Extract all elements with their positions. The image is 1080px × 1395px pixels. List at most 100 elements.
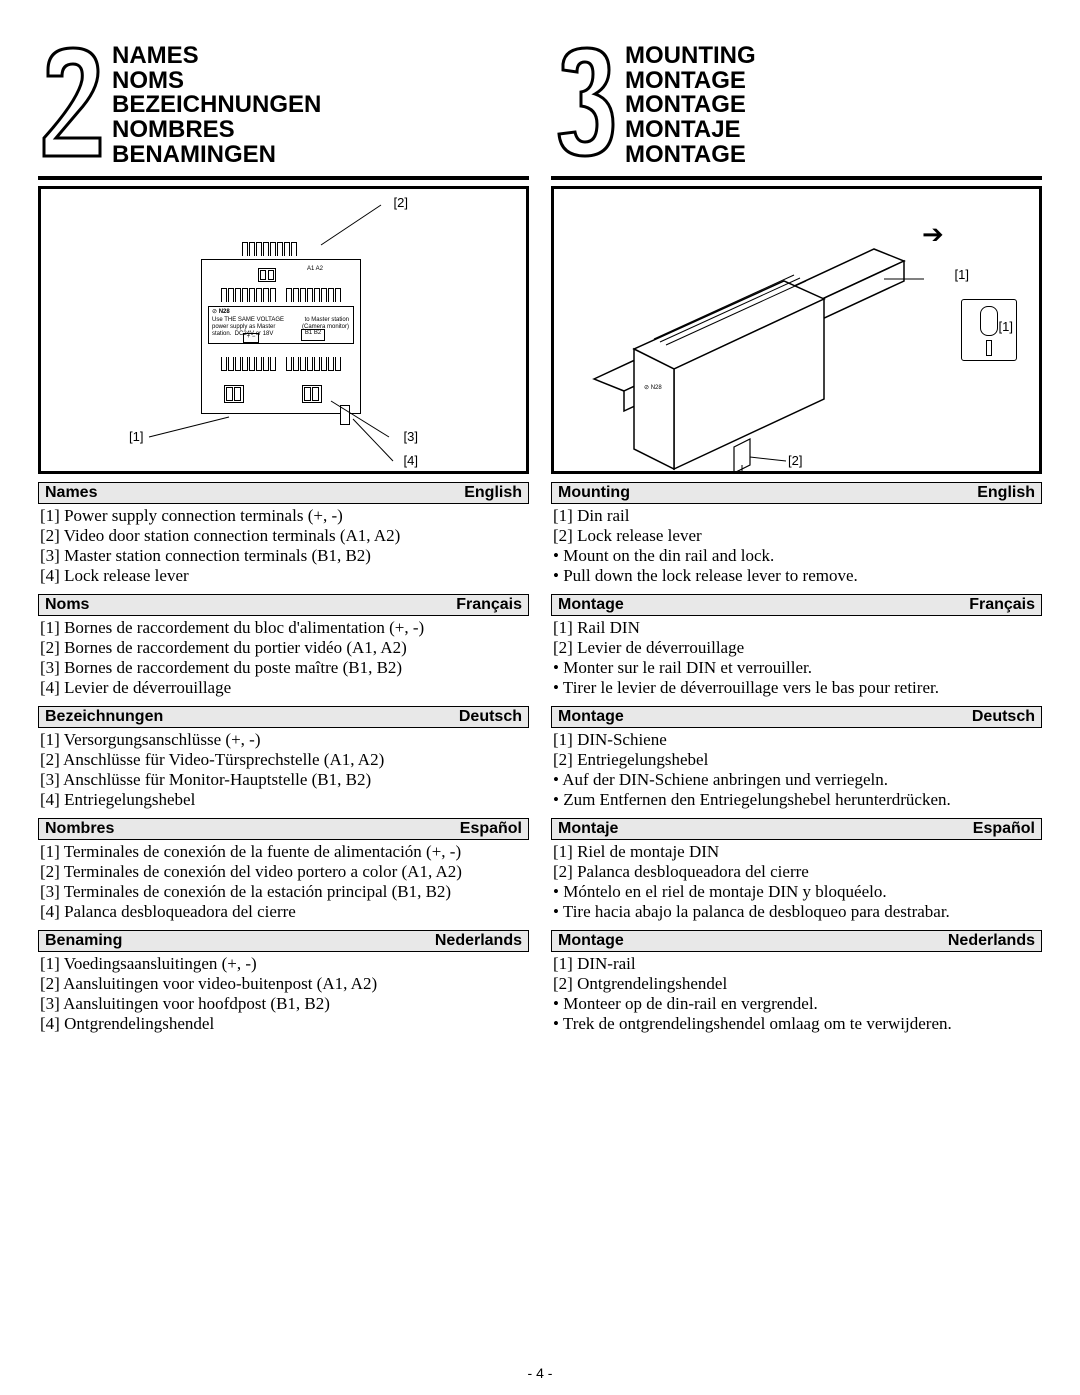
list-item: [4] Entriegelungshebel <box>40 790 527 810</box>
section-3-titles: MOUNTINGMONTAGEMONTAGEMONTAJEMONTAGE <box>625 40 756 168</box>
list-item: [2] Lock release lever <box>553 526 1040 546</box>
callout-4: [4] <box>404 453 418 468</box>
section-heading: Benaming <box>39 932 429 950</box>
section-title-line: MONTAGE <box>625 93 756 118</box>
section-language: Español <box>967 820 1041 838</box>
svg-text:⊘ N28: ⊘ N28 <box>644 385 662 391</box>
section-title-line: NOMBRES <box>112 118 321 143</box>
callout-1: [1] <box>129 429 143 444</box>
section-items: [1] DIN-Schiene[2] EntriegelungshebelAuf… <box>551 728 1042 810</box>
section-title-line: NAMES <box>112 44 321 69</box>
section-title-line: NOMS <box>112 69 321 94</box>
bullet-item: Tire hacia abajo la palanca de desbloque… <box>553 902 1040 922</box>
language-section-header: BezeichnungenDeutsch <box>38 706 529 728</box>
bullet-item: Móntelo en el riel de montaje DIN y bloq… <box>553 882 1040 902</box>
callout-2: [2] <box>394 195 408 210</box>
section-heading: Montage <box>552 708 966 726</box>
section-title-line: BEZEICHNUNGEN <box>112 93 321 118</box>
section-language: Nederlands <box>429 932 528 950</box>
section-language: Deutsch <box>966 708 1041 726</box>
section-heading: Names <box>39 484 458 502</box>
section-2: NAMESNOMSBEZEICHNUNGENNOMBRESBENAMINGEN … <box>38 40 529 1035</box>
section-items: [1] Riel de montaje DIN[2] Palanca desbl… <box>551 840 1042 922</box>
language-section-header: NamesEnglish <box>38 482 529 504</box>
language-section-header: MontageDeutsch <box>551 706 1042 728</box>
list-item: [1] Riel de montaje DIN <box>553 842 1040 862</box>
section-items: [1] Versorgungsanschlüsse (+, -)[2] Ansc… <box>38 728 529 810</box>
mounting-diagram: ⊘ N28 ➔ [1] [1] [2] <box>551 186 1042 474</box>
section-title-line: MONTAJE <box>625 118 756 143</box>
list-item: [2] Terminales de conexión del video por… <box>40 862 527 882</box>
bullet-item: Pull down the lock release lever to remo… <box>553 566 1040 586</box>
language-section-header: BenamingNederlands <box>38 930 529 952</box>
section-title-line: MONTAGE <box>625 69 756 94</box>
names-diagram: A1 A2 ⊘ N28 Use THE SAME VOLTAGEpower su… <box>38 186 529 474</box>
list-item: [3] Terminales de conexión de la estació… <box>40 882 527 902</box>
callout-3: [3] <box>404 429 418 444</box>
list-item: [4] Palanca desbloqueadora del cierre <box>40 902 527 922</box>
section-3: MOUNTINGMONTAGEMONTAGEMONTAJEMONTAGE <box>551 40 1042 1035</box>
section-items: [1] Voedingsaansluitingen (+, -)[2] Aans… <box>38 952 529 1034</box>
callout-1a: [1] <box>955 267 969 282</box>
language-section-header: NombresEspañol <box>38 818 529 840</box>
big-number-2-icon <box>38 40 108 160</box>
section-heading: Montage <box>552 596 963 614</box>
list-item: [4] Levier de déverrouillage <box>40 678 527 698</box>
list-item: [2] Bornes de raccordement du portier vi… <box>40 638 527 658</box>
section-items: [1] Rail DIN[2] Levier de déverrouillage… <box>551 616 1042 698</box>
list-item: [3] Master station connection terminals … <box>40 546 527 566</box>
list-item: [1] Din rail <box>553 506 1040 526</box>
callout-2: [2] <box>788 453 802 468</box>
big-number-3-icon <box>551 40 621 160</box>
language-section-header: MontajeEspañol <box>551 818 1042 840</box>
list-item: [1] Voedingsaansluitingen (+, -) <box>40 954 527 974</box>
section-language: Español <box>454 820 528 838</box>
section-items: [1] Bornes de raccordement du bloc d'ali… <box>38 616 529 698</box>
section-items: [1] Power supply connection terminals (+… <box>38 504 529 586</box>
list-item: [1] Power supply connection terminals (+… <box>40 506 527 526</box>
list-item: [1] Bornes de raccordement du bloc d'ali… <box>40 618 527 638</box>
list-item: [3] Aansluitingen voor hoofdpost (B1, B2… <box>40 994 527 1014</box>
list-item: [2] Entriegelungshebel <box>553 750 1040 770</box>
list-item: [4] Ontgrendelingshendel <box>40 1014 527 1034</box>
list-item: [1] Terminales de conexión de la fuente … <box>40 842 527 862</box>
list-item: [2] Video door station connection termin… <box>40 526 527 546</box>
bullet-item: Zum Entfernen den Entriegelungshebel her… <box>553 790 1040 810</box>
section-items: [1] DIN-rail[2] OntgrendelingshendelMont… <box>551 952 1042 1034</box>
section-3-header: MOUNTINGMONTAGEMONTAGEMONTAJEMONTAGE <box>551 40 1042 168</box>
arrow-icon: ➔ <box>922 219 944 250</box>
list-item: [1] Versorgungsanschlüsse (+, -) <box>40 730 527 750</box>
section-heading: Nombres <box>39 820 454 838</box>
section-heading: Mounting <box>552 484 971 502</box>
callout-1b: [1] <box>999 319 1013 334</box>
language-section-header: MountingEnglish <box>551 482 1042 504</box>
list-item: [1] DIN-rail <box>553 954 1040 974</box>
bullet-item: Trek de ontgrendelingshendel omlaag om t… <box>553 1014 1040 1034</box>
section-heading: Montage <box>552 932 942 950</box>
section-language: English <box>971 484 1041 502</box>
section-items: [1] Terminales de conexión de la fuente … <box>38 840 529 922</box>
language-section-header: MontageNederlands <box>551 930 1042 952</box>
page-number: - 4 - <box>0 1365 1080 1381</box>
section-2-header: NAMESNOMSBEZEICHNUNGENNOMBRESBENAMINGEN <box>38 40 529 168</box>
list-item: [2] Levier de déverrouillage <box>553 638 1040 658</box>
list-item: [4] Lock release lever <box>40 566 527 586</box>
list-item: [2] Aansluitingen voor video-buitenpost … <box>40 974 527 994</box>
section-2-titles: NAMESNOMSBEZEICHNUNGENNOMBRESBENAMINGEN <box>112 40 321 168</box>
bullet-item: Auf der DIN-Schiene anbringen und verrie… <box>553 770 1040 790</box>
bullet-item: Monteer op de din-rail en vergrendel. <box>553 994 1040 1014</box>
language-section-header: MontageFrançais <box>551 594 1042 616</box>
section-language: Français <box>963 596 1041 614</box>
section-items: [1] Din rail[2] Lock release leverMount … <box>551 504 1042 586</box>
language-section-header: NomsFrançais <box>38 594 529 616</box>
section-title-line: BENAMINGEN <box>112 143 321 168</box>
divider <box>551 176 1042 180</box>
section-heading: Bezeichnungen <box>39 708 453 726</box>
section-heading: Montaje <box>552 820 967 838</box>
section-language: English <box>458 484 528 502</box>
bullet-item: Monter sur le rail DIN et verrouiller. <box>553 658 1040 678</box>
list-item: [3] Bornes de raccordement du poste maît… <box>40 658 527 678</box>
section-language: Nederlands <box>942 932 1041 950</box>
divider <box>38 176 529 180</box>
list-item: [1] Rail DIN <box>553 618 1040 638</box>
